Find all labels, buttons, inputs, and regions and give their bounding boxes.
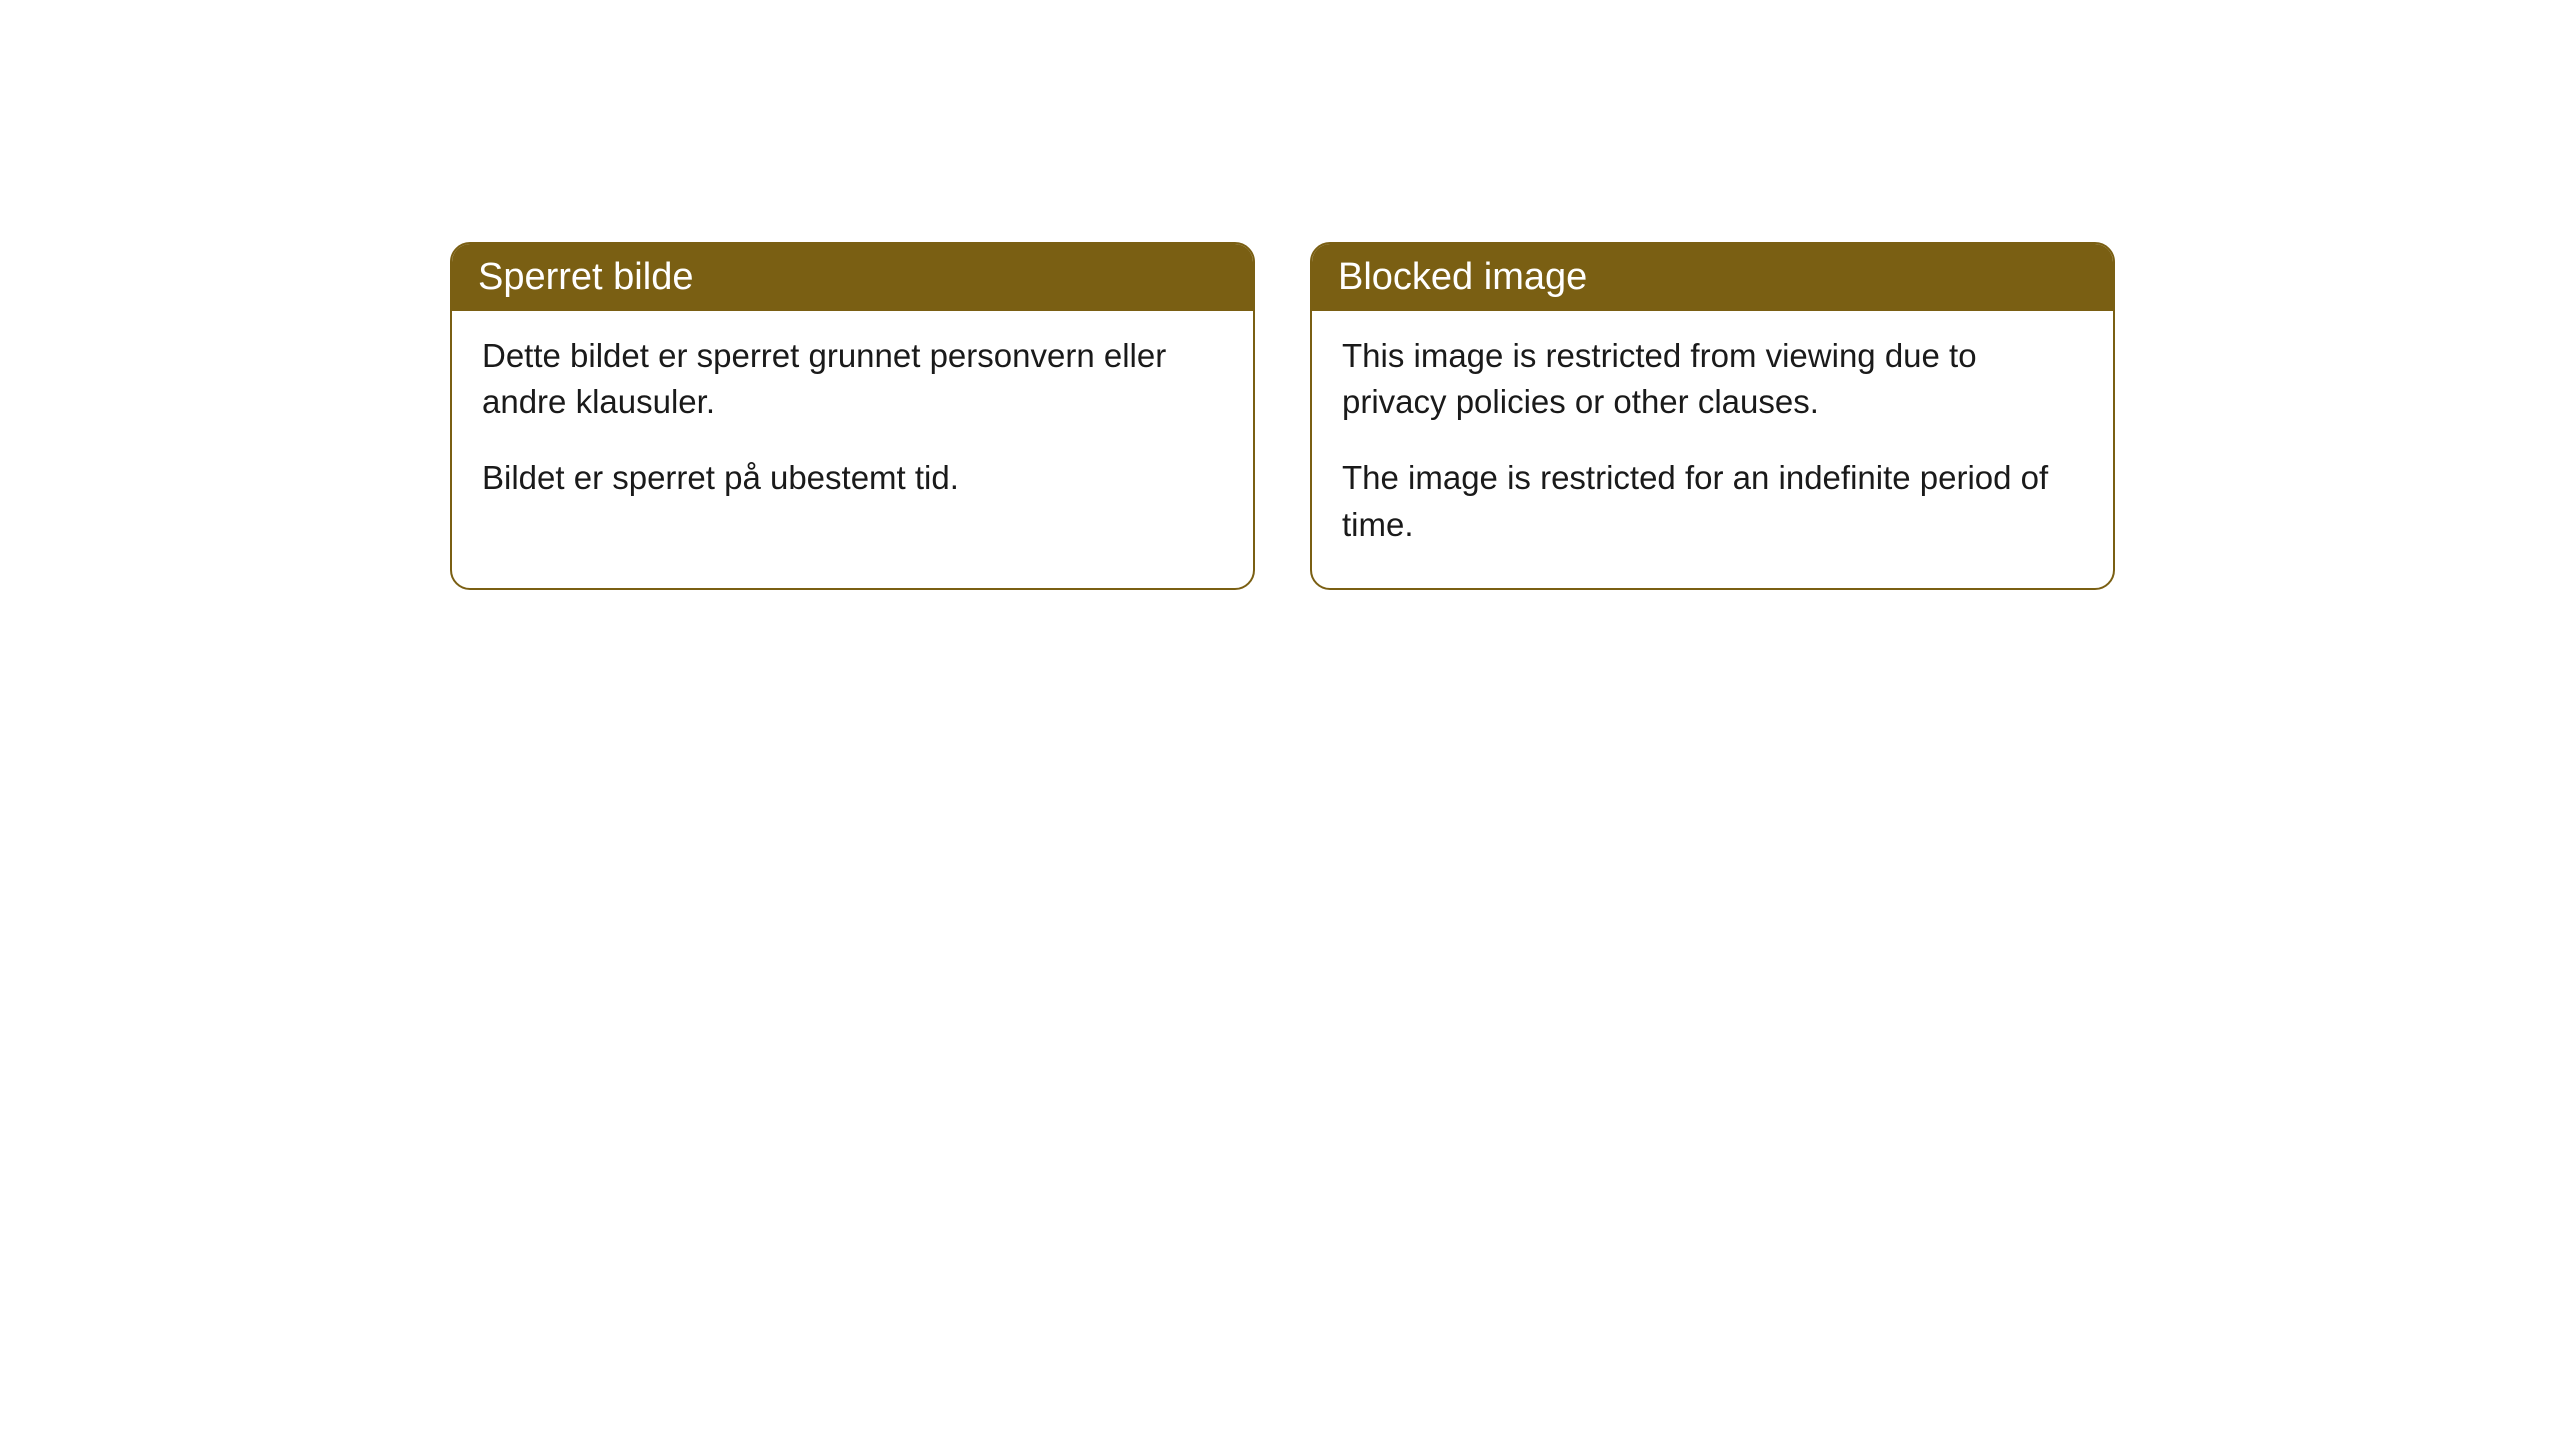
card-paragraph-2-no: Bildet er sperret på ubestemt tid. <box>482 455 1223 501</box>
card-header-no: Sperret bilde <box>452 244 1253 311</box>
blocked-image-card-no: Sperret bilde Dette bildet er sperret gr… <box>450 242 1255 590</box>
blocked-image-card-en: Blocked image This image is restricted f… <box>1310 242 2115 590</box>
cards-container: Sperret bilde Dette bildet er sperret gr… <box>450 242 2115 590</box>
card-paragraph-1-en: This image is restricted from viewing du… <box>1342 333 2083 425</box>
card-paragraph-2-en: The image is restricted for an indefinit… <box>1342 455 2083 547</box>
card-body-en: This image is restricted from viewing du… <box>1312 311 2113 588</box>
card-body-no: Dette bildet er sperret grunnet personve… <box>452 311 1253 542</box>
card-header-en: Blocked image <box>1312 244 2113 311</box>
card-paragraph-1-no: Dette bildet er sperret grunnet personve… <box>482 333 1223 425</box>
